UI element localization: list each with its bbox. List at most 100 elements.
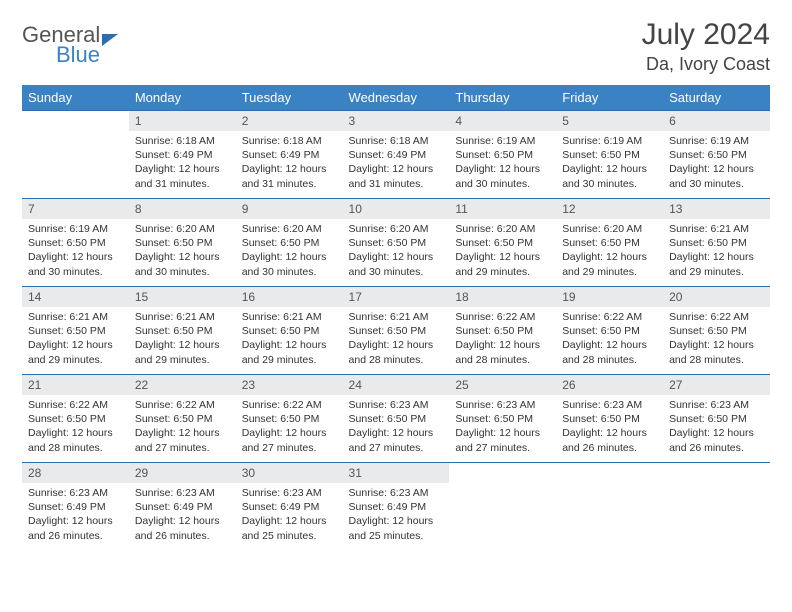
day-number: 2 xyxy=(236,111,343,131)
dow-header: Tuesday xyxy=(236,85,343,111)
sunset-line: Sunset: 6:50 PM xyxy=(242,324,337,338)
dow-header: Saturday xyxy=(663,85,770,111)
daylight-line: Daylight: 12 hours and 25 minutes. xyxy=(242,514,337,542)
empty-cell xyxy=(22,111,129,199)
daylight-line: Daylight: 12 hours and 27 minutes. xyxy=(455,426,550,454)
day-cell: 16Sunrise: 6:21 AMSunset: 6:50 PMDayligh… xyxy=(236,287,343,375)
day-number: 22 xyxy=(129,375,236,395)
daylight-line: Daylight: 12 hours and 26 minutes. xyxy=(135,514,230,542)
calendar-body: 1Sunrise: 6:18 AMSunset: 6:49 PMDaylight… xyxy=(22,111,770,551)
sunset-line: Sunset: 6:50 PM xyxy=(455,324,550,338)
day-number: 11 xyxy=(449,199,556,219)
day-number: 28 xyxy=(22,463,129,483)
sunrise-line: Sunrise: 6:23 AM xyxy=(135,486,230,500)
calendar-week-row: 1Sunrise: 6:18 AMSunset: 6:49 PMDaylight… xyxy=(22,111,770,199)
day-number: 1 xyxy=(129,111,236,131)
sunset-line: Sunset: 6:50 PM xyxy=(669,236,764,250)
day-body: Sunrise: 6:23 AMSunset: 6:49 PMDaylight:… xyxy=(236,483,343,549)
dow-header: Friday xyxy=(556,85,663,111)
daylight-line: Daylight: 12 hours and 28 minutes. xyxy=(455,338,550,366)
day-cell: 9Sunrise: 6:20 AMSunset: 6:50 PMDaylight… xyxy=(236,199,343,287)
day-cell: 22Sunrise: 6:22 AMSunset: 6:50 PMDayligh… xyxy=(129,375,236,463)
daylight-line: Daylight: 12 hours and 28 minutes. xyxy=(562,338,657,366)
day-number: 14 xyxy=(22,287,129,307)
day-body: Sunrise: 6:20 AMSunset: 6:50 PMDaylight:… xyxy=(236,219,343,285)
sunset-line: Sunset: 6:50 PM xyxy=(669,324,764,338)
sunrise-line: Sunrise: 6:22 AM xyxy=(455,310,550,324)
sunset-line: Sunset: 6:50 PM xyxy=(349,324,444,338)
day-cell: 11Sunrise: 6:20 AMSunset: 6:50 PMDayligh… xyxy=(449,199,556,287)
day-cell: 26Sunrise: 6:23 AMSunset: 6:50 PMDayligh… xyxy=(556,375,663,463)
sunset-line: Sunset: 6:50 PM xyxy=(135,324,230,338)
day-cell: 1Sunrise: 6:18 AMSunset: 6:49 PMDaylight… xyxy=(129,111,236,199)
day-body: Sunrise: 6:22 AMSunset: 6:50 PMDaylight:… xyxy=(449,307,556,373)
daylight-line: Daylight: 12 hours and 30 minutes. xyxy=(349,250,444,278)
sunset-line: Sunset: 6:50 PM xyxy=(28,324,123,338)
sunset-line: Sunset: 6:49 PM xyxy=(135,148,230,162)
calendar-week-row: 7Sunrise: 6:19 AMSunset: 6:50 PMDaylight… xyxy=(22,199,770,287)
dow-header: Wednesday xyxy=(343,85,450,111)
day-cell: 29Sunrise: 6:23 AMSunset: 6:49 PMDayligh… xyxy=(129,463,236,551)
day-body: Sunrise: 6:18 AMSunset: 6:49 PMDaylight:… xyxy=(343,131,450,197)
day-number: 3 xyxy=(343,111,450,131)
day-number: 15 xyxy=(129,287,236,307)
day-body: Sunrise: 6:20 AMSunset: 6:50 PMDaylight:… xyxy=(556,219,663,285)
sunrise-line: Sunrise: 6:18 AM xyxy=(349,134,444,148)
sunset-line: Sunset: 6:50 PM xyxy=(562,412,657,426)
sunrise-line: Sunrise: 6:23 AM xyxy=(562,398,657,412)
daylight-line: Daylight: 12 hours and 28 minutes. xyxy=(28,426,123,454)
empty-cell xyxy=(663,463,770,551)
day-body: Sunrise: 6:21 AMSunset: 6:50 PMDaylight:… xyxy=(236,307,343,373)
daylight-line: Daylight: 12 hours and 28 minutes. xyxy=(349,338,444,366)
day-of-week-row: SundayMondayTuesdayWednesdayThursdayFrid… xyxy=(22,85,770,111)
empty-cell xyxy=(449,463,556,551)
daylight-line: Daylight: 12 hours and 27 minutes. xyxy=(135,426,230,454)
daylight-line: Daylight: 12 hours and 30 minutes. xyxy=(135,250,230,278)
day-body: Sunrise: 6:19 AMSunset: 6:50 PMDaylight:… xyxy=(449,131,556,197)
daylight-line: Daylight: 12 hours and 30 minutes. xyxy=(242,250,337,278)
sunset-line: Sunset: 6:50 PM xyxy=(28,412,123,426)
brand-logo: General Blue xyxy=(22,22,118,68)
sunrise-line: Sunrise: 6:22 AM xyxy=(669,310,764,324)
day-body: Sunrise: 6:23 AMSunset: 6:49 PMDaylight:… xyxy=(22,483,129,549)
sunset-line: Sunset: 6:49 PM xyxy=(135,500,230,514)
sunrise-line: Sunrise: 6:21 AM xyxy=(242,310,337,324)
day-number: 26 xyxy=(556,375,663,395)
sunrise-line: Sunrise: 6:21 AM xyxy=(349,310,444,324)
day-number: 6 xyxy=(663,111,770,131)
day-number: 27 xyxy=(663,375,770,395)
sunrise-line: Sunrise: 6:23 AM xyxy=(242,486,337,500)
dow-header: Monday xyxy=(129,85,236,111)
day-body: Sunrise: 6:18 AMSunset: 6:49 PMDaylight:… xyxy=(236,131,343,197)
day-number: 9 xyxy=(236,199,343,219)
daylight-line: Daylight: 12 hours and 29 minutes. xyxy=(562,250,657,278)
month-title: July 2024 xyxy=(642,18,770,52)
day-cell: 21Sunrise: 6:22 AMSunset: 6:50 PMDayligh… xyxy=(22,375,129,463)
day-cell: 6Sunrise: 6:19 AMSunset: 6:50 PMDaylight… xyxy=(663,111,770,199)
sunrise-line: Sunrise: 6:23 AM xyxy=(349,398,444,412)
daylight-line: Daylight: 12 hours and 31 minutes. xyxy=(242,162,337,190)
day-cell: 12Sunrise: 6:20 AMSunset: 6:50 PMDayligh… xyxy=(556,199,663,287)
sunset-line: Sunset: 6:50 PM xyxy=(28,236,123,250)
day-body: Sunrise: 6:21 AMSunset: 6:50 PMDaylight:… xyxy=(22,307,129,373)
sunset-line: Sunset: 6:50 PM xyxy=(135,412,230,426)
empty-cell xyxy=(556,463,663,551)
calendar-week-row: 21Sunrise: 6:22 AMSunset: 6:50 PMDayligh… xyxy=(22,375,770,463)
title-block: July 2024 Da, Ivory Coast xyxy=(642,18,770,75)
day-cell: 28Sunrise: 6:23 AMSunset: 6:49 PMDayligh… xyxy=(22,463,129,551)
day-number: 31 xyxy=(343,463,450,483)
sunrise-line: Sunrise: 6:21 AM xyxy=(28,310,123,324)
day-cell: 18Sunrise: 6:22 AMSunset: 6:50 PMDayligh… xyxy=(449,287,556,375)
day-cell: 27Sunrise: 6:23 AMSunset: 6:50 PMDayligh… xyxy=(663,375,770,463)
day-cell: 8Sunrise: 6:20 AMSunset: 6:50 PMDaylight… xyxy=(129,199,236,287)
day-body: Sunrise: 6:23 AMSunset: 6:50 PMDaylight:… xyxy=(556,395,663,461)
daylight-line: Daylight: 12 hours and 29 minutes. xyxy=(28,338,123,366)
sunset-line: Sunset: 6:50 PM xyxy=(349,236,444,250)
day-body: Sunrise: 6:22 AMSunset: 6:50 PMDaylight:… xyxy=(663,307,770,373)
day-body: Sunrise: 6:22 AMSunset: 6:50 PMDaylight:… xyxy=(236,395,343,461)
day-cell: 13Sunrise: 6:21 AMSunset: 6:50 PMDayligh… xyxy=(663,199,770,287)
sunrise-line: Sunrise: 6:18 AM xyxy=(242,134,337,148)
day-body: Sunrise: 6:19 AMSunset: 6:50 PMDaylight:… xyxy=(22,219,129,285)
sunrise-line: Sunrise: 6:22 AM xyxy=(562,310,657,324)
daylight-line: Daylight: 12 hours and 27 minutes. xyxy=(242,426,337,454)
